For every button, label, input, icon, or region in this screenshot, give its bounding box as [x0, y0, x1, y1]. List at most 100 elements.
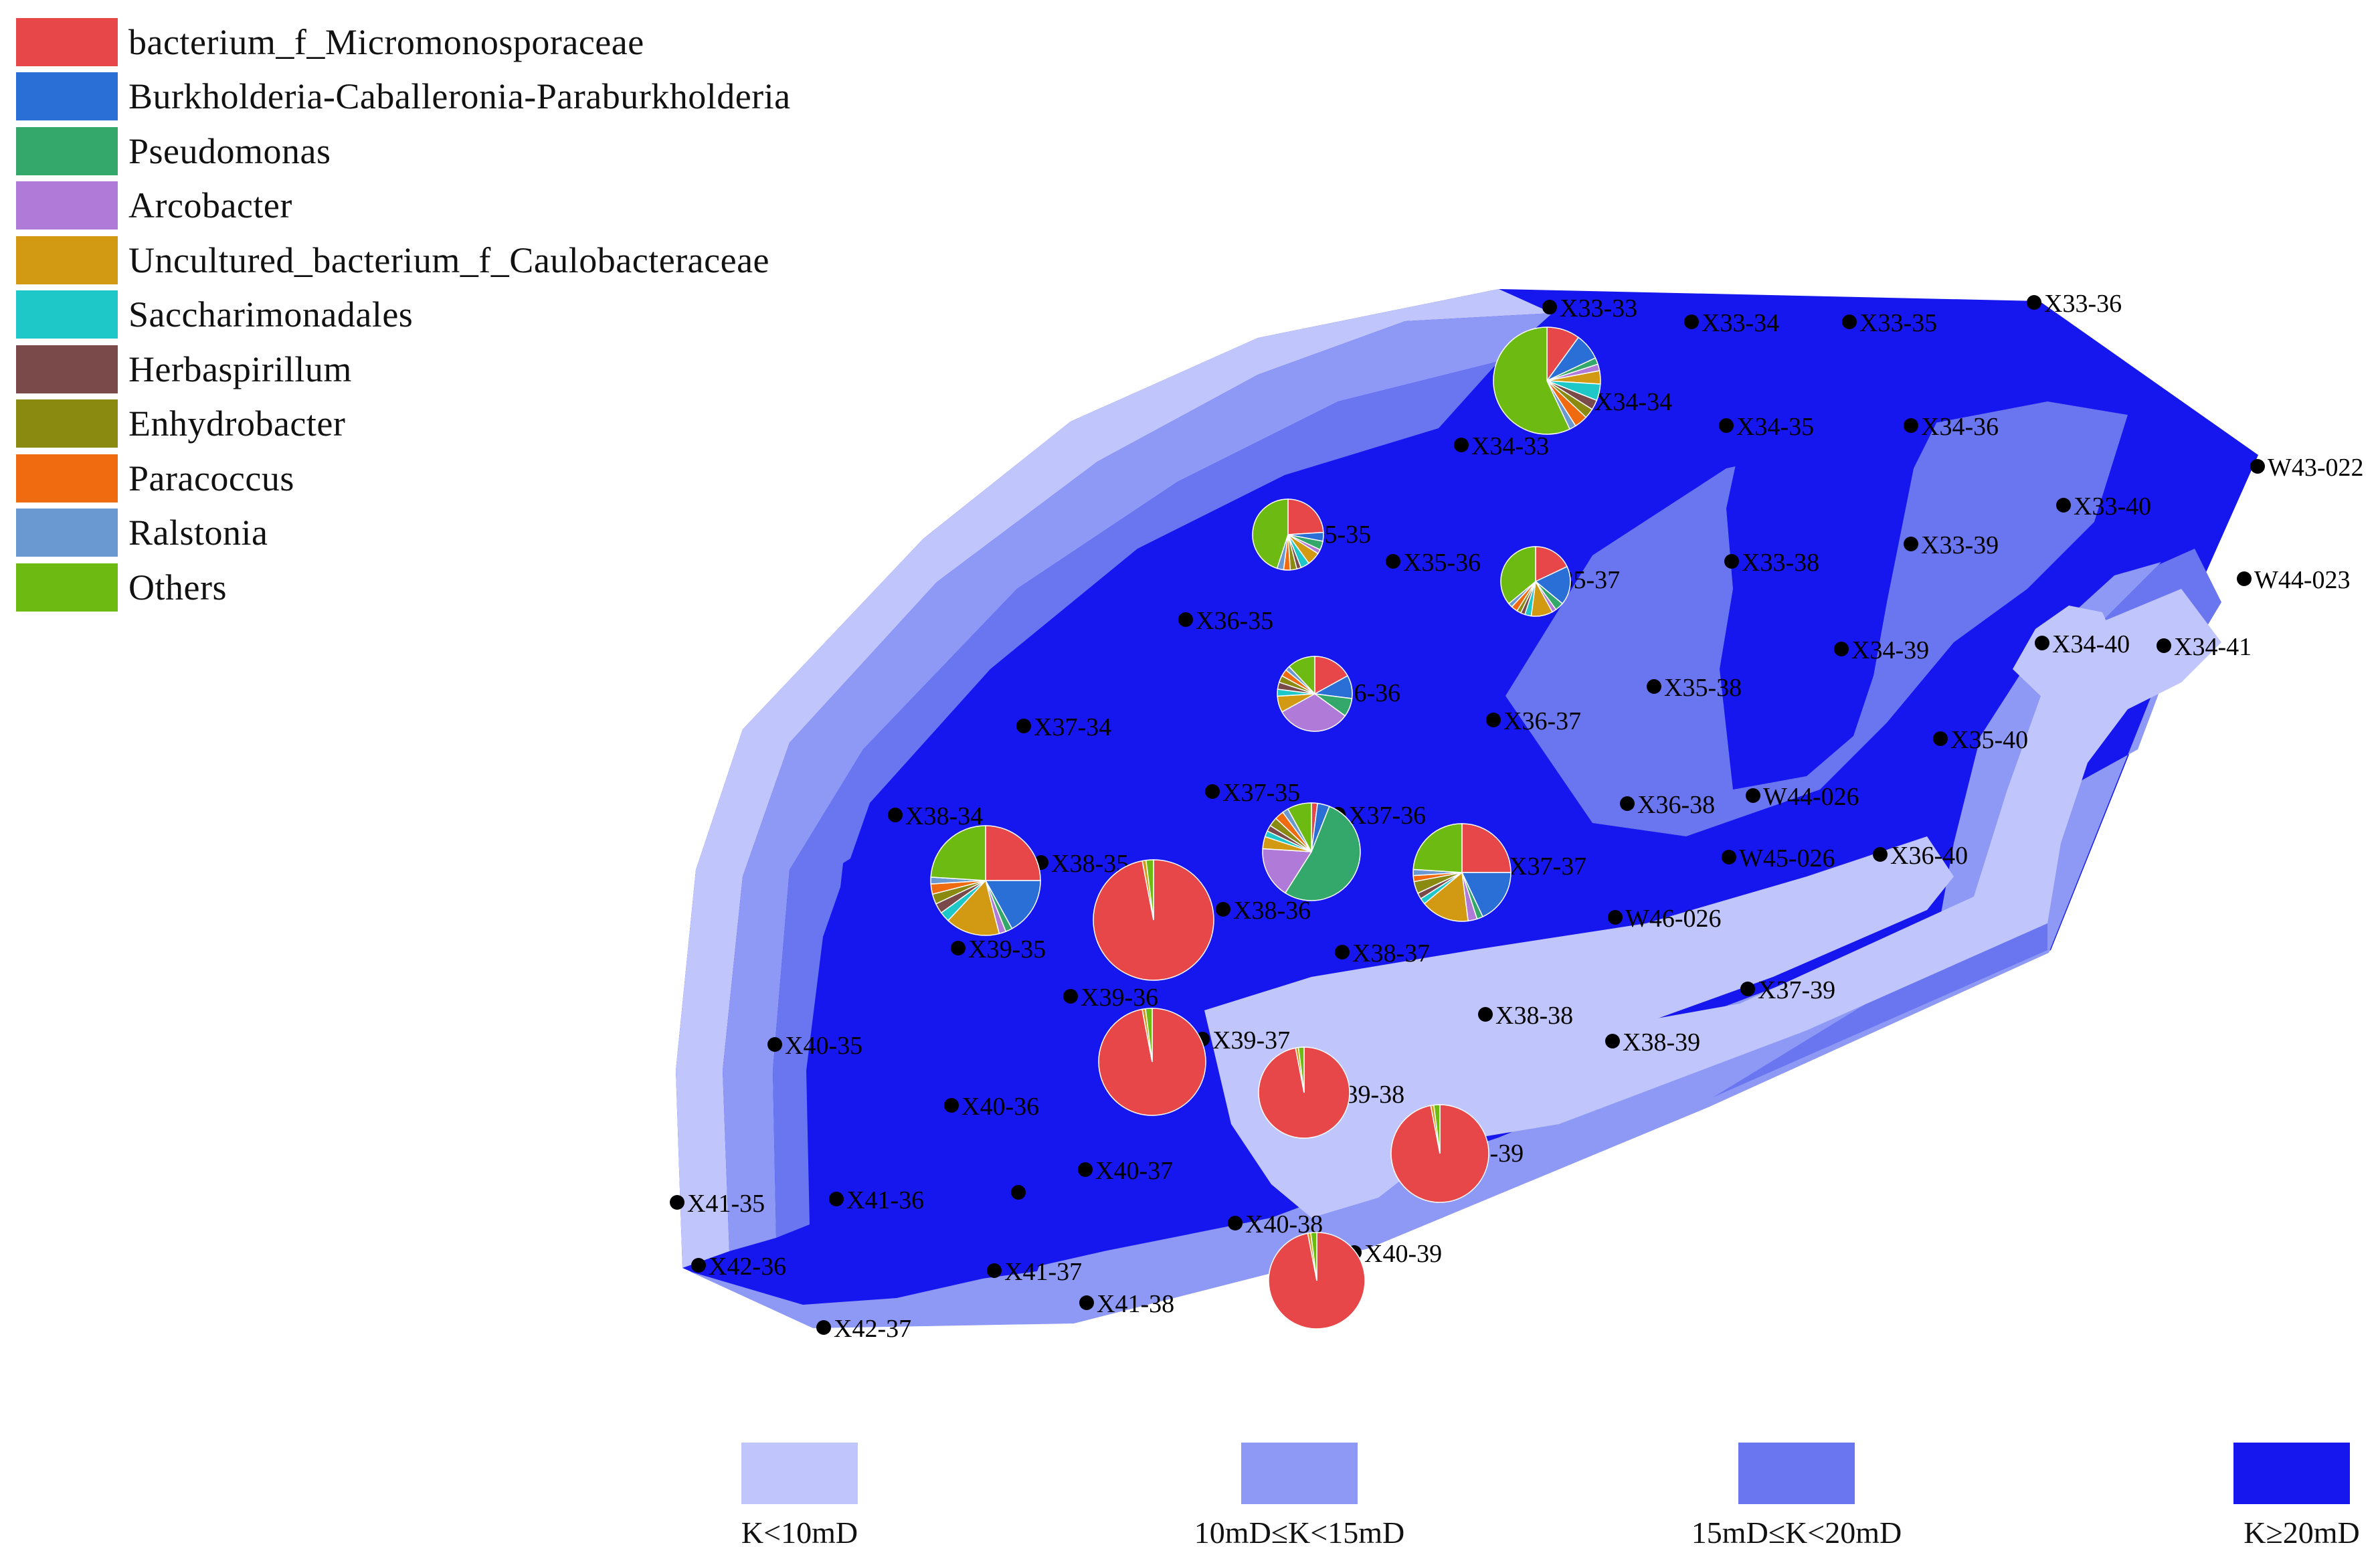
pie-chart: [1093, 859, 1214, 981]
pie-charts: [930, 327, 1601, 1329]
legend-item: Herbaspirillum: [16, 342, 791, 397]
permeability-zone: [773, 361, 1499, 1238]
legend-item: Saccharimonadales: [16, 288, 791, 343]
well-label: X41-35: [687, 1190, 765, 1218]
well-label: X34-33: [1471, 432, 1549, 460]
well-label: X34-41: [2174, 633, 2252, 661]
pie-slice: [985, 825, 1041, 881]
legend-swatch: [16, 345, 118, 393]
well-dot: [1724, 554, 1739, 569]
well-label: X38-39: [1623, 1028, 1700, 1057]
well-dot: [944, 1098, 959, 1113]
legend-label: Paracoccus: [128, 458, 294, 498]
legend-swatch: [16, 72, 118, 121]
pie-slice: [1284, 806, 1361, 901]
well-label: X34-39: [1851, 636, 1929, 664]
legend-item: Ralstonia: [16, 506, 791, 561]
well-dot: [829, 1192, 844, 1206]
pie-slice: [1412, 823, 1463, 873]
pie-slice: [1500, 546, 1536, 605]
well-dot: [1205, 784, 1220, 799]
well-dot: [2250, 459, 2265, 474]
legend-item: Uncultured_bacterium_f_Caulobacteraceae: [16, 233, 791, 288]
legend-label: bacterium_f_Micromonosporaceae: [128, 21, 644, 62]
well-label: X37-35: [1222, 779, 1300, 807]
pie-slice: [1461, 872, 1512, 918]
pie-slice: [1281, 693, 1346, 732]
legend-swatch: [16, 509, 118, 557]
well-dot: [1933, 731, 1948, 746]
well-dot: [1016, 719, 1031, 733]
legend-item: Burkholderia-Caballeronia-Paraburkholder…: [16, 70, 791, 124]
well-dot: [1078, 1162, 1093, 1177]
legend-swatch: [16, 399, 118, 448]
well-dot: [888, 808, 903, 822]
well-label: X36-37: [1503, 707, 1581, 735]
well-label: X36-35: [1196, 607, 1273, 635]
well-label: W45-026: [1739, 844, 1835, 873]
well-dot: [987, 1263, 1002, 1278]
well-label: W43-022: [2268, 454, 2364, 482]
well-label: X39-37: [1212, 1026, 1290, 1054]
legend-label: Pseudomonas: [128, 130, 331, 171]
legend-label: Others: [128, 567, 227, 608]
legend-label: Uncultured_bacterium_f_Caulobacteraceae: [128, 240, 770, 280]
well-dot: [2237, 571, 2252, 586]
legend-label: Arcobacter: [128, 185, 292, 226]
permeability-zone: [1204, 836, 1954, 1218]
pie-slice: [1493, 327, 1571, 435]
pie-chart: [1258, 1046, 1350, 1139]
well-dot: [1608, 910, 1623, 925]
pie-chart: [1412, 823, 1512, 922]
well-dot: [1605, 1034, 1620, 1048]
well-label: W46-026: [1625, 905, 1722, 933]
well-dot: [1178, 612, 1193, 627]
well-label: W44-026: [1763, 783, 1859, 811]
legend-swatch: [16, 454, 118, 502]
pie-slice: [1423, 871, 1469, 922]
legend-item: Pseudomonas: [16, 124, 791, 179]
permeability-zone: [723, 313, 1552, 1251]
well-label: W44-023: [2254, 566, 2351, 594]
well-dot: [951, 941, 966, 955]
pie-slice: [1287, 802, 1312, 852]
k-class-label-low: K<10mD: [741, 1516, 858, 1550]
well-label: X33-39: [1921, 531, 1999, 559]
legend-label: Enhydrobacter: [128, 403, 346, 444]
well-label: X40-37: [1095, 1157, 1173, 1185]
taxa-legend: bacterium_f_Micromonosporaceae Burkholde…: [16, 15, 791, 615]
k-class-swatch-low: [741, 1443, 858, 1504]
legend-swatch: [16, 17, 118, 66]
well-label: X36-40: [1890, 842, 1968, 870]
pie-slice: [947, 879, 1000, 936]
pie-chart: [1277, 656, 1353, 732]
well-dot: [1542, 300, 1557, 314]
well-label: X40-39: [1364, 1240, 1442, 1268]
pie-slice: [1310, 1232, 1317, 1281]
k-class-swatch-mid1: [1241, 1443, 1358, 1504]
well-label: X41-36: [846, 1186, 924, 1214]
legend-item: Others: [16, 560, 791, 615]
well-dot: [1740, 982, 1755, 996]
legend-label: Ralstonia: [128, 513, 268, 553]
well-dot: [1834, 642, 1849, 656]
well-label: X35-36: [1403, 549, 1481, 577]
well-dot: [1722, 850, 1736, 864]
k-class-swatch-high: [2233, 1443, 2350, 1504]
pie-slice: [1288, 656, 1315, 695]
well-label: X41-38: [1097, 1290, 1174, 1318]
well-dot: [691, 1258, 706, 1273]
legend-item: Arcobacter: [16, 179, 791, 234]
well-label: X33-33: [1560, 294, 1637, 323]
well-dot: [1620, 796, 1635, 811]
well-label: X38-34: [905, 802, 983, 830]
well-dot: [1079, 1295, 1094, 1310]
well-dot: [2035, 636, 2049, 650]
well-dot: [670, 1195, 684, 1210]
k-class-label-mid2: 15mD≤K<20mD: [1691, 1516, 1902, 1550]
pie-slice: [1433, 1104, 1441, 1154]
well-label: X40-36: [962, 1093, 1039, 1121]
well-label: X40-35: [785, 1032, 862, 1060]
well-label: X38-36: [1233, 897, 1311, 925]
pie-chart: [1268, 1232, 1366, 1329]
